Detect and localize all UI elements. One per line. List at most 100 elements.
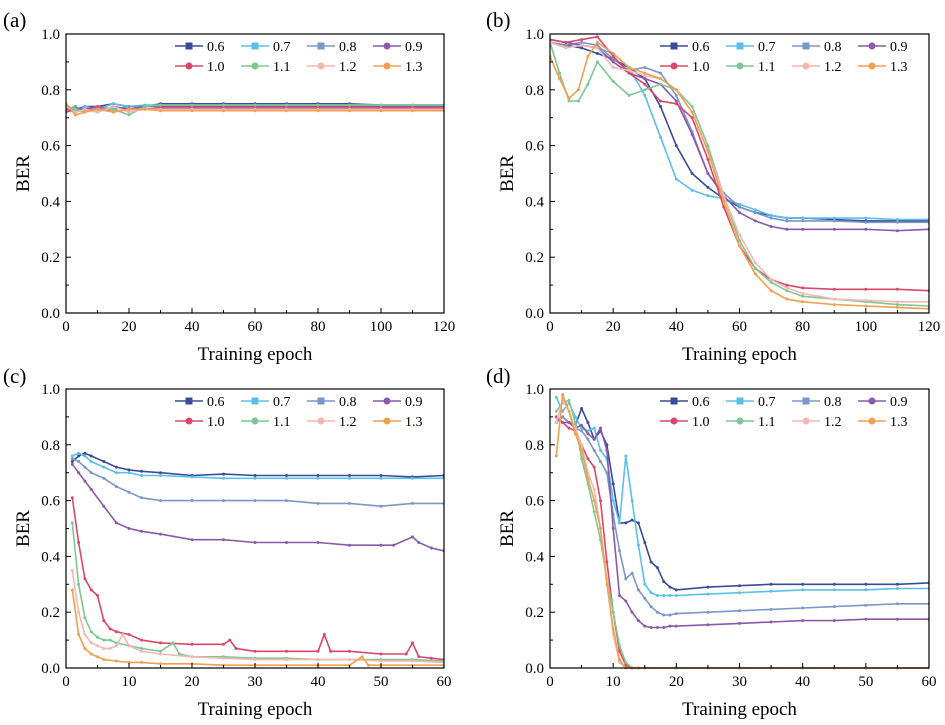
data-point-1.3 xyxy=(599,527,602,530)
data-point-1.3 xyxy=(96,655,99,659)
data-point-1.0 xyxy=(706,158,710,161)
data-point-0.9 xyxy=(159,532,162,536)
data-point-1.2 xyxy=(564,46,568,50)
data-point-0.9 xyxy=(895,617,899,621)
data-point-1.1 xyxy=(96,635,99,639)
series-group xyxy=(554,393,929,670)
data-point-0.7 xyxy=(801,588,805,592)
data-point-0.8 xyxy=(379,504,383,508)
data-point-0.6 xyxy=(285,474,288,477)
data-point-0.7 xyxy=(83,105,87,108)
data-point-1.2 xyxy=(554,421,558,424)
x-tick-label: 50 xyxy=(374,674,389,690)
data-point-1.0 xyxy=(83,577,87,581)
data-point-1.3 xyxy=(674,88,678,92)
data-point-1.1 xyxy=(595,60,599,64)
series-line-1.3 xyxy=(550,41,929,310)
x-tick-label: 100 xyxy=(370,319,393,335)
data-point-1.3 xyxy=(605,582,609,586)
data-point-1.1 xyxy=(576,99,580,103)
data-point-0.6 xyxy=(659,105,662,108)
data-point-0.9 xyxy=(83,479,87,483)
data-point-0.6 xyxy=(77,454,81,458)
data-point-1.0 xyxy=(96,594,99,597)
x-tick-label: 50 xyxy=(858,674,873,690)
data-point-0.8 xyxy=(253,499,257,503)
data-point-1.0 xyxy=(864,287,868,291)
data-point-0.9 xyxy=(618,594,621,597)
legend-marker xyxy=(383,42,391,50)
series-line-0.9 xyxy=(71,463,444,552)
legend-entry-0.9: 0.9 xyxy=(890,40,908,55)
data-point-0.8 xyxy=(348,501,351,505)
data-point-1.0 xyxy=(567,426,571,430)
y-tick-label: 0.6 xyxy=(525,494,544,510)
data-point-1.0 xyxy=(348,649,351,653)
data-point-1.1 xyxy=(586,82,590,86)
data-point-0.7 xyxy=(316,476,320,480)
y-axis-title: BER xyxy=(13,510,34,547)
data-point-0.7 xyxy=(611,499,615,503)
data-point-1.2 xyxy=(140,649,144,653)
series-group xyxy=(66,102,444,117)
data-point-0.9 xyxy=(674,624,678,628)
data-point-1.2 xyxy=(580,43,584,47)
data-point-1.0 xyxy=(592,465,596,469)
data-point-0.8 xyxy=(222,499,225,503)
data-point-0.6 xyxy=(655,566,659,570)
data-point-1.0 xyxy=(190,642,194,646)
data-point-0.9 xyxy=(636,619,640,623)
data-point-0.8 xyxy=(580,429,584,433)
data-point-1.0 xyxy=(627,71,631,75)
data-point-0.7 xyxy=(864,588,868,592)
data-point-0.9 xyxy=(285,541,288,544)
data-point-0.7 xyxy=(643,93,647,97)
data-point-0.7 xyxy=(738,202,741,206)
y-tick-label: 0.2 xyxy=(41,250,60,266)
legend-entry-1.3: 1.3 xyxy=(890,60,908,75)
legend-marker xyxy=(736,42,744,50)
data-point-1.2 xyxy=(753,261,757,265)
x-tick-label: 20 xyxy=(122,319,137,335)
data-point-0.9 xyxy=(417,541,421,544)
data-point-1.2 xyxy=(253,658,257,662)
data-point-1.3 xyxy=(611,52,615,55)
legend-marker xyxy=(670,62,678,70)
data-point-0.9 xyxy=(690,132,694,136)
data-point-0.9 xyxy=(643,77,647,81)
data-point-1.1 xyxy=(102,638,106,642)
data-point-1.2 xyxy=(643,74,647,78)
data-point-0.9 xyxy=(253,541,257,544)
data-point-1.2 xyxy=(864,298,868,302)
data-point-0.7 xyxy=(140,474,144,477)
data-point-0.7 xyxy=(592,426,596,430)
x-tick-label: 0 xyxy=(62,674,70,690)
data-point-0.8 xyxy=(114,485,118,489)
data-point-0.8 xyxy=(190,499,194,503)
data-point-1.3 xyxy=(140,660,144,664)
data-point-1.3 xyxy=(643,71,647,75)
data-point-0.8 xyxy=(74,105,77,108)
x-tick-label: 100 xyxy=(855,319,878,335)
data-point-0.8 xyxy=(411,501,414,505)
data-point-0.8 xyxy=(706,610,710,614)
data-point-1.0 xyxy=(564,40,568,44)
legend: 0.6 0.7 0.8 0.9 1.0 1.1 1.2 1.3 xyxy=(660,40,908,75)
data-point-1.1 xyxy=(70,521,74,525)
chart-panel-3: (c) 0 10 20 30 40 50 60 0.0 0.2 0.4 0.6 0.8 1.0 Traini… xyxy=(3,364,452,720)
panel-label: (c) xyxy=(3,364,26,388)
data-point-0.6 xyxy=(674,588,678,592)
data-point-0.8 xyxy=(605,471,609,475)
y-tick-label: 1.0 xyxy=(41,382,60,398)
data-point-0.7 xyxy=(706,194,710,198)
data-point-0.9 xyxy=(832,619,836,623)
legend-entry-1.0: 1.0 xyxy=(692,60,710,75)
data-point-0.6 xyxy=(864,582,868,586)
legend-entry-1.1: 1.1 xyxy=(273,415,291,430)
legend-entry-1.1: 1.1 xyxy=(758,60,776,75)
data-point-0.6 xyxy=(127,468,131,472)
data-point-1.0 xyxy=(127,633,131,636)
data-point-1.1 xyxy=(411,103,414,107)
data-point-0.7 xyxy=(114,471,118,475)
data-point-1.0 xyxy=(234,647,238,650)
